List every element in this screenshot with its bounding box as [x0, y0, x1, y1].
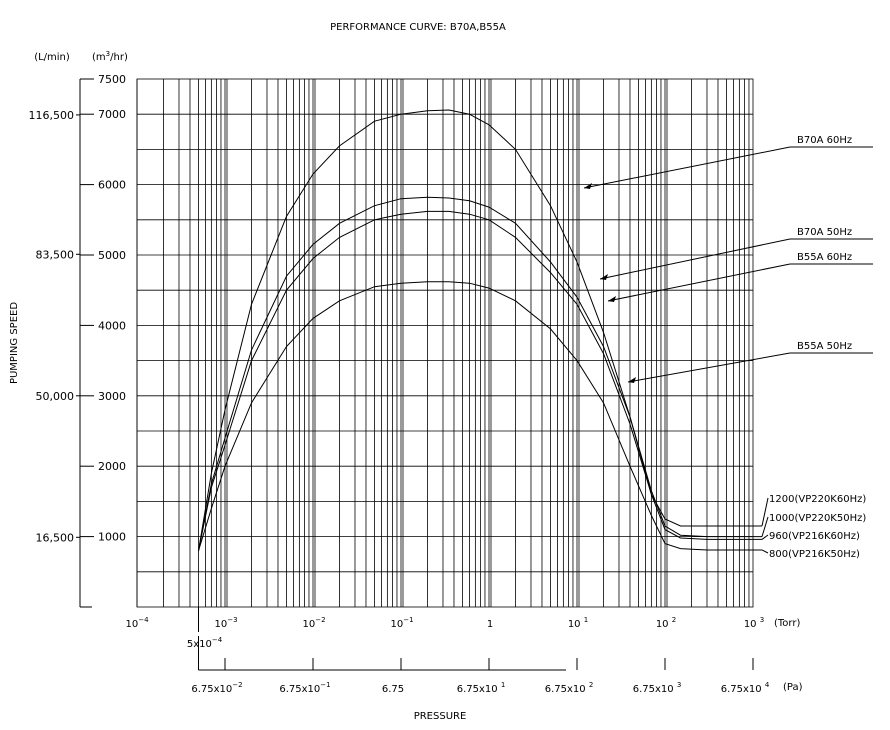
tick-labels: 1000 2000 3000 4000 5000 6000 7000 7500 16,500 50… — [29, 73, 770, 695]
y-tick-label-m3hr: 5000 — [98, 249, 126, 262]
x-tick-label-pa-base: 6.75x10 — [545, 684, 589, 695]
series-name-label: B55A 50Hz — [797, 341, 852, 352]
x-unit-torr: (Torr) — [774, 618, 800, 629]
series-end-label: 960(VP216K60Hz) — [769, 531, 860, 542]
leader-arrowhead — [628, 377, 636, 383]
x-tick-label-pa-exp: 1 — [501, 681, 505, 689]
y-tick-label-lmin: 50,000 — [36, 390, 75, 403]
y-tick-label-m3hr: 6000 — [98, 179, 126, 192]
end-label-connector — [761, 534, 769, 540]
axes — [76, 78, 754, 671]
y-unit-lmin: (L/min) — [34, 52, 70, 63]
x-tick-label-pa-base: 6.75x10 — [457, 684, 501, 695]
series-end-label: 1000(VP220K50Hz) — [769, 513, 866, 524]
x-tick-label-torr-base: 10 — [744, 619, 760, 630]
x-tick-label-torr: 10−3 — [214, 616, 237, 630]
x-tick-label-pa-base: 6.75 — [382, 684, 404, 695]
series-curve — [198, 281, 740, 551]
leader-arrowhead — [608, 296, 616, 302]
start-pressure-label: 5x10−4 — [187, 636, 223, 650]
x-tick-label-pa: 6.75x10 1 — [457, 681, 506, 695]
series-name-label: B70A 50Hz — [797, 227, 852, 238]
x-tick-label-pa-base: 6.75x10 — [633, 684, 677, 695]
y-tick-label-lmin: 16,500 — [36, 531, 75, 544]
x-tick-label-torr: 10 2 — [656, 616, 676, 630]
x-tick-label-torr: 1 — [487, 619, 493, 630]
x-tick-label-torr-base: 10 — [656, 619, 672, 630]
series-curve — [198, 109, 740, 551]
x-tick-label-torr-base: 10 — [390, 619, 403, 630]
x-tick-label-torr-base: 10 — [302, 619, 315, 630]
x-tick-label-pa: 6.75 — [382, 684, 404, 695]
leader-line — [607, 263, 791, 302]
y-unit-m3hr-prefix: (m — [92, 52, 106, 63]
y-tick-label-lmin: 116,500 — [29, 109, 75, 122]
series-end-label: 800(VP216K50Hz) — [769, 549, 860, 560]
x-tick-label-torr-exp: −2 — [315, 616, 325, 624]
series-end-label: 1200(VP220K60Hz) — [769, 494, 866, 505]
end-label-connector — [761, 497, 769, 527]
series-name-label: B55A 60Hz — [797, 252, 852, 263]
series-labels: B70A 60Hz B70A 50Hz B55A 60Hz B55A 50Hz 1200… — [583, 135, 873, 560]
x-tick-label-torr-exp: 3 — [760, 616, 764, 624]
x-tick-label-pa: 6.75x10−1 — [279, 681, 330, 695]
y-unit-m3hr-sup: 3 — [106, 50, 110, 58]
leader-line — [599, 238, 791, 280]
y-tick-label-m3hr: 3000 — [98, 390, 126, 403]
y-tick-label-lmin: 83,500 — [36, 248, 75, 261]
x-tick-label-torr-exp: −4 — [138, 616, 149, 624]
end-label-connector — [761, 549, 769, 554]
y-tick-label-m3hr: 7000 — [98, 108, 126, 121]
x-tick-label-torr-exp: 2 — [672, 616, 676, 624]
x-tick-label-pa-base: 6.75x10 — [721, 684, 765, 695]
x-tick-label-pa: 6.75x10 2 — [545, 681, 594, 695]
x-tick-label-pa-exp: 3 — [677, 681, 681, 689]
y-tick-label-m3hr: 2000 — [98, 460, 126, 473]
x-tick-label-pa-exp: 4 — [765, 681, 770, 689]
y-tick-label-m3hr: 7500 — [98, 73, 126, 86]
series-name-label: B70A 60Hz — [797, 135, 852, 146]
chart-title: PERFORMANCE CURVE: B70A,B55A — [330, 22, 506, 33]
grid — [136, 78, 754, 608]
x-tick-label-pa-base: 6.75x10 — [191, 684, 232, 695]
y-tick-label-m3hr: 4000 — [98, 319, 126, 332]
x-tick-label-torr: 10−1 — [390, 616, 413, 630]
end-label-connector — [761, 516, 769, 537]
x-axis-label: PRESSURE — [414, 711, 467, 722]
x-tick-label-torr-base: 1 — [487, 619, 493, 630]
x-tick-label-torr-exp: −3 — [227, 616, 237, 624]
series-curve — [198, 196, 740, 551]
x-tick-label-torr-exp: −1 — [403, 616, 413, 624]
leader-arrowhead — [584, 183, 592, 189]
x-tick-label-pa: 6.75x10−2 — [191, 681, 242, 695]
start-pressure-label-base: 5x10 — [187, 639, 212, 650]
leader-line — [583, 146, 791, 189]
series-curve — [198, 210, 740, 551]
start-pressure-label-exp: −4 — [212, 636, 223, 644]
x-tick-label-torr-base: 10 — [214, 619, 227, 630]
y-tick-label-m3hr: 1000 — [98, 531, 126, 544]
x-tick-label-torr: 10−4 — [125, 616, 149, 630]
y-unit-m3hr: (m3/hr) — [92, 50, 128, 63]
x-tick-label-torr-base: 10 — [568, 619, 584, 630]
x-tick-label-pa-base: 6.75x10 — [279, 684, 320, 695]
x-tick-label-torr: 10 3 — [744, 616, 764, 630]
curves — [198, 109, 762, 551]
leader-line — [627, 352, 791, 383]
x-tick-label-pa-exp: −1 — [320, 681, 330, 689]
x-tick-label-torr-exp: 1 — [584, 616, 588, 624]
x-tick-label-torr-base: 10 — [125, 619, 138, 630]
x-tick-label-pa: 6.75x10 4 — [721, 681, 770, 695]
x-tick-label-pa: 6.75x10 3 — [633, 681, 682, 695]
y-unit-m3hr-suffix: /hr) — [110, 52, 128, 63]
x-tick-label-torr: 10−2 — [302, 616, 325, 630]
leader-arrowhead — [600, 274, 608, 280]
y-axis-label: PUMPING SPEED — [9, 302, 20, 384]
x-tick-label-pa-exp: −2 — [232, 681, 242, 689]
x-unit-pa: (Pa) — [783, 682, 803, 693]
x-tick-label-torr: 10 1 — [568, 616, 588, 630]
x-tick-label-pa-exp: 2 — [589, 681, 593, 689]
